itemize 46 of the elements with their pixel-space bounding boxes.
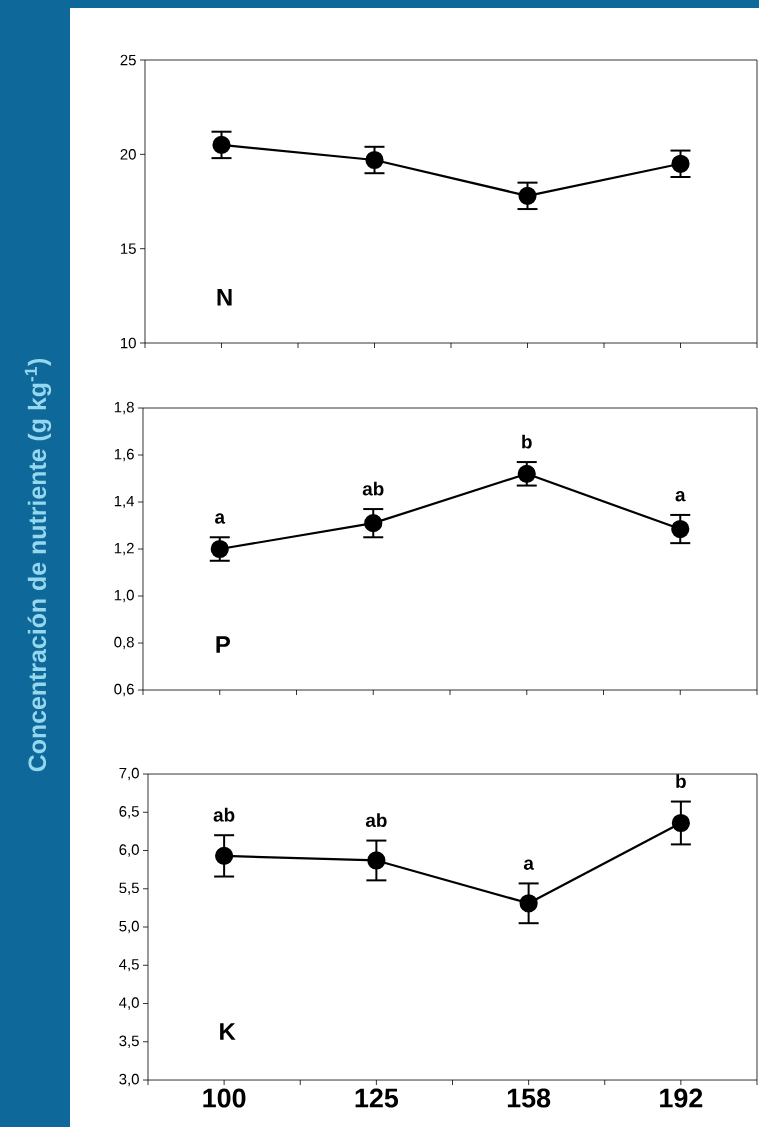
y-tick-label: 1,0: [114, 589, 134, 603]
y-tick-label: 7,0: [119, 767, 139, 781]
point: [365, 150, 384, 170]
y-tick-label: 4,5: [119, 959, 139, 972]
point: [519, 894, 538, 913]
y-tick-label: 3,0: [119, 1073, 139, 1087]
annotation: K: [220, 1023, 236, 1040]
point: [212, 135, 231, 155]
annotation: ab: [362, 481, 384, 496]
y-tick-label: 15: [121, 243, 136, 254]
y-tick-label: 10: [121, 337, 136, 349]
y-tick-label: 1,2: [114, 542, 134, 556]
point: [671, 519, 690, 539]
y-axis-title: Concentración de nutriente (g kg$^{-1}$): [24, 359, 52, 772]
y-tick-label: 3,5: [119, 1035, 139, 1048]
y-tick-label: 1,8: [114, 401, 134, 415]
y-tick-label: 4,0: [119, 997, 139, 1010]
y-tick-label: 20: [120, 149, 136, 160]
y-tick-label: 6,5: [119, 806, 139, 819]
point: [518, 186, 537, 205]
annotation: N: [217, 289, 232, 306]
point: [364, 514, 383, 533]
point: [215, 846, 234, 865]
y-tick-label: 5,5: [119, 882, 139, 895]
y-tick-label: 5,0: [119, 920, 139, 934]
annotation: a: [215, 513, 226, 524]
y-tick-label: 1,4: [114, 495, 135, 509]
annotation: ab: [365, 813, 387, 828]
x-tick-label: 158: [507, 1088, 551, 1108]
point: [671, 154, 690, 173]
x-tick-label: 100: [203, 1088, 246, 1108]
point: [671, 813, 690, 833]
y-tick-label: 1,6: [114, 448, 134, 462]
annotation: a: [675, 491, 686, 502]
x-tick-label: 125: [355, 1088, 399, 1108]
annotation: ab: [213, 807, 235, 822]
y-tick-label: 0,6: [114, 683, 134, 697]
y-tick-label: 0,8: [114, 636, 134, 650]
annotation: b: [676, 774, 686, 789]
annotation: b: [522, 434, 532, 449]
x-tick-label: 192: [660, 1088, 703, 1108]
annotation: P: [216, 636, 230, 653]
y-tick-label: 25: [120, 54, 136, 66]
y-tick-label: 6,0: [119, 844, 139, 857]
point: [367, 851, 386, 870]
annotation: a: [523, 859, 534, 870]
